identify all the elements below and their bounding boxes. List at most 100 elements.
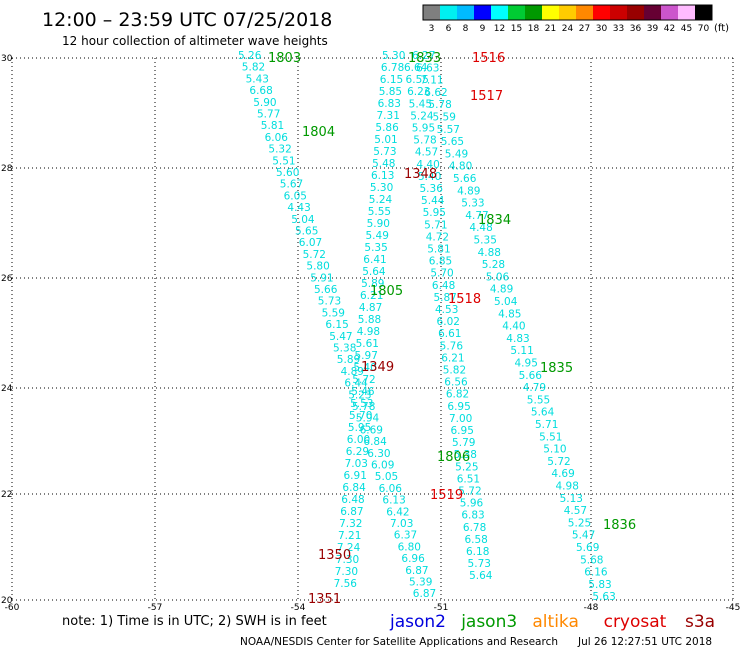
track-jason3-1803-1804-1805: 5.265.825.436.685.905.775.816.065.325.51…	[238, 50, 436, 600]
wave-height-value: 5.47	[329, 331, 352, 343]
pass-label: 1806	[437, 450, 470, 465]
wave-height-value: 5.40	[418, 171, 441, 183]
wave-height-value: 6.80	[398, 541, 421, 553]
wave-height-value: 5.95	[348, 422, 371, 434]
wave-height-value: 5.96	[460, 498, 484, 510]
wave-height-value: 5.72	[352, 374, 375, 386]
wave-height-value: 6.27	[412, 50, 435, 62]
wave-height-value: 5.72	[458, 486, 481, 498]
wave-height-value: 5.73	[468, 558, 491, 570]
wave-height-value: 6.84	[342, 482, 366, 494]
wave-height-value: 5.71	[424, 219, 447, 231]
wave-height-value: 7.30	[335, 566, 358, 578]
wave-height-value: 5.43	[246, 73, 269, 85]
wave-height-value: 6.15	[325, 319, 348, 331]
colorbar-swatch	[474, 5, 491, 20]
wave-height-value: 5.81	[261, 120, 284, 132]
pass-label: 1349	[361, 360, 394, 375]
lat-tick-label: 26	[1, 274, 13, 284]
wave-height-value: 4.98	[357, 326, 380, 338]
wave-height-value: 7.56	[334, 578, 358, 590]
wave-height-value: 6.84	[363, 436, 387, 448]
wave-height-value: 5.59	[433, 112, 456, 124]
wave-height-value: 6.29	[346, 446, 369, 458]
wave-height-value: 4.40	[416, 159, 439, 171]
wave-height-value: 4.85	[498, 308, 521, 320]
colorbar-tick-label: 21	[545, 24, 556, 34]
colorbar-swatch	[627, 5, 644, 20]
satellite-legend: jason2 jason3 altika cryosat s3a	[389, 612, 715, 632]
wave-height-value: 5.60	[276, 167, 299, 179]
legend-jason2: jason2	[389, 612, 446, 632]
wave-height-value: 6.83	[461, 510, 484, 522]
wave-height-value: 6.23	[407, 86, 430, 98]
wave-height-value: 5.97	[355, 350, 378, 362]
colorbar-tick-label: 42	[664, 24, 675, 34]
wave-height-value: 5.10	[543, 444, 566, 456]
wave-height-value: 4.53	[435, 304, 458, 316]
colorbar-swatch	[440, 5, 457, 20]
legend-jason3: jason3	[460, 612, 517, 632]
wave-height-value: 5.81	[427, 244, 450, 256]
colorbar-swatch	[559, 5, 576, 20]
wave-height-value: 4.88	[478, 247, 501, 259]
wave-height-value: 5.25	[568, 517, 591, 529]
wave-height-value: 6.02	[437, 316, 460, 328]
pass-label: 1836	[603, 518, 636, 533]
lon-tick-label: -45	[726, 603, 740, 613]
wave-height-value: 5.55	[368, 206, 391, 218]
lon-tick-label: -48	[584, 603, 599, 613]
pass-label: 1803	[268, 51, 301, 66]
wave-height-value: 5.04	[291, 214, 315, 226]
colorbar-swatch	[678, 5, 695, 20]
wave-height-value: 5.49	[366, 230, 389, 242]
wave-height-value: 6.13	[382, 495, 405, 507]
wave-height-value: 6.87	[405, 565, 428, 577]
colorbar-tick-label: 15	[511, 24, 522, 34]
wave-height-value: 6.83	[378, 98, 401, 110]
wave-height-value: 5.88	[358, 314, 381, 326]
wave-height-value: 5.61	[356, 338, 379, 350]
wave-height-value: 6.15	[380, 74, 403, 86]
wave-height-value: 5.45	[409, 98, 432, 110]
pass-labels: 1803 1804 1805 1806 1833 1834 1835 1836 1516 1517…	[268, 51, 636, 607]
pass-label: 1834	[478, 213, 511, 228]
colorbar-swatch	[508, 5, 525, 20]
legend-cryosat: cryosat	[604, 612, 667, 632]
wave-height-value: 6.87	[413, 588, 436, 600]
wave-height-value: 4.69	[551, 468, 574, 480]
wave-height-value: 5.86	[375, 122, 399, 134]
wave-height-value: 7.03	[345, 458, 368, 470]
wave-height-value: 5.05	[375, 471, 398, 483]
wave-height-value: 5.35	[364, 242, 387, 254]
colorbar-frame	[422, 4, 713, 21]
wave-height-value: 4.89	[490, 284, 513, 296]
wave-height-value: 5.51	[539, 431, 562, 443]
lat-tick-label: 30	[1, 54, 13, 64]
wave-height-value: 5.71	[535, 419, 558, 431]
wave-height-value: 5.46	[351, 386, 375, 398]
wave-height-value: 6.95	[447, 401, 470, 413]
wave-height-value: 6.16	[584, 567, 608, 579]
wave-height-value: 5.49	[445, 148, 468, 160]
wave-height-value: 7.11	[420, 75, 443, 87]
wave-height-value: 4.89	[341, 366, 364, 378]
wave-height-value: 6.95	[451, 425, 474, 437]
wave-height-value: 6.06	[265, 132, 289, 144]
colorbar-swatch	[457, 5, 474, 20]
pass-label: 1805	[370, 284, 403, 299]
wave-height-value: 6.87	[340, 506, 363, 518]
lon-tick-label: -60	[5, 603, 20, 613]
wave-height-value: 6.69	[360, 424, 383, 436]
wave-height-value: 5.66	[519, 370, 543, 382]
wave-height-value: 5.76	[440, 340, 464, 352]
wave-height-value: 7.21	[338, 530, 361, 542]
wave-height-value: 5.25	[455, 461, 478, 473]
wave-height-value: 5.90	[367, 218, 390, 230]
lat-tick-label: 24	[1, 384, 13, 394]
colorbar-unit-label: (ft)	[714, 23, 729, 34]
wave-height-value: 5.26	[238, 50, 262, 62]
colorbar-swatch	[491, 5, 508, 20]
wave-height-value: 6.30	[367, 448, 390, 460]
